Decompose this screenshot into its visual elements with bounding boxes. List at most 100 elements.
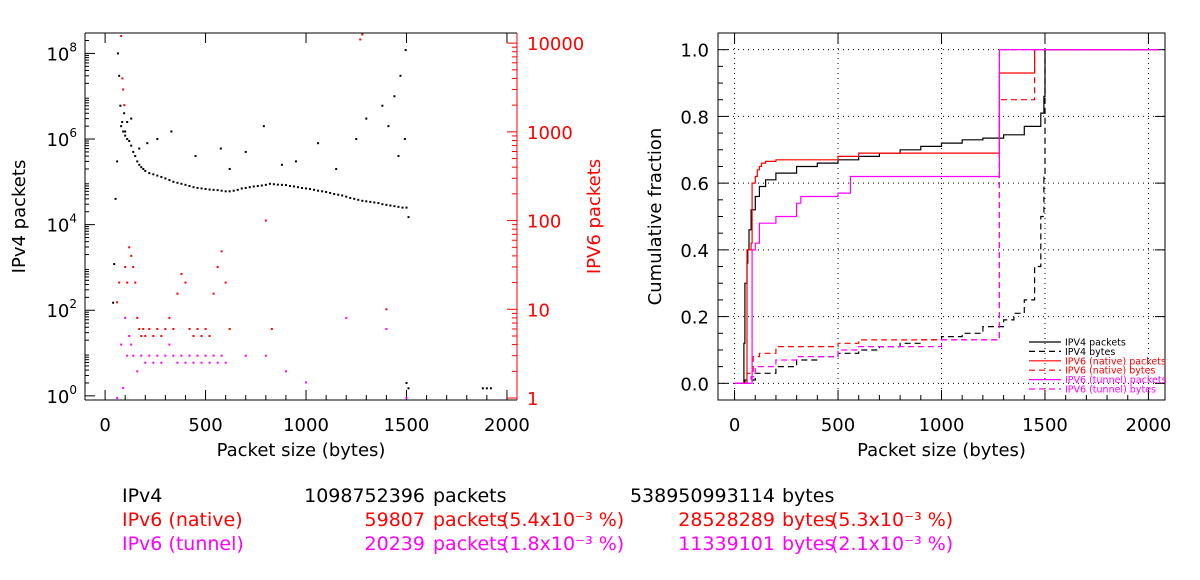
scatter-point-ipv4: [404, 49, 407, 52]
scatter-point-ipv4: [138, 147, 141, 150]
scatter-y-right-tick-label: 1000: [527, 123, 573, 144]
scatter-point-ipv6_tunnel: [264, 354, 267, 357]
scatter-point-ipv6_tunnel: [192, 361, 195, 364]
scatter-point-ipv4: [144, 169, 147, 172]
scatter-point-ipv6_tunnel: [152, 361, 155, 364]
scatter-point-ipv6_native: [148, 327, 151, 330]
scatter-point-ipv4: [355, 138, 358, 141]
scatter-point-ipv4: [407, 387, 410, 390]
scatter-point-ipv4: [124, 130, 127, 133]
scatter-point-ipv6_native: [220, 250, 223, 253]
scatter-point-ipv4: [292, 185, 295, 188]
scatter-point-ipv4: [405, 381, 408, 384]
scatter-point-ipv6_tunnel: [148, 354, 151, 357]
scatter-point-ipv6_native: [121, 77, 124, 80]
scatter-point-ipv4: [224, 190, 227, 193]
scatter-point-ipv6_native: [212, 292, 215, 295]
scatter-point-ipv6_tunnel: [284, 370, 287, 373]
cdf-y-tick-label: 1.0: [680, 41, 709, 62]
cdf-y-tick-label: 0.6: [680, 174, 709, 195]
cdf-legend-label: IPV6 (native) bytes: [1065, 366, 1155, 377]
scatter-point-ipv4: [373, 201, 376, 204]
scatter-point-ipv4: [341, 194, 344, 197]
scatter-point-ipv4: [256, 184, 259, 187]
scatter-point-ipv4: [280, 163, 283, 166]
scatter-point-ipv4: [407, 216, 410, 219]
scatter-point-ipv4: [301, 186, 304, 189]
cdf-x-tick-label: 1000: [919, 415, 965, 436]
scatter-x-tick-label: 1500: [384, 415, 430, 436]
scatter-point-ipv6_tunnel: [130, 343, 133, 346]
cdf-y-tick-label: 0.2: [680, 308, 709, 329]
scatter-y-left-tick-label: 106: [46, 126, 77, 151]
scatter-point-ipv4: [244, 150, 247, 153]
scatter-point-ipv6_native: [124, 265, 127, 268]
scatter-point-ipv4: [220, 189, 223, 192]
scatter-point-ipv6_tunnel: [204, 354, 207, 357]
scatter-point-ipv6_tunnel: [212, 354, 215, 357]
scatter-point-ipv6_native: [160, 335, 163, 338]
scatter-point-ipv4: [148, 172, 151, 175]
scatter-point-ipv4: [208, 188, 211, 191]
scatter-point-ipv6_tunnel: [244, 354, 247, 357]
scatter-point-ipv6_native: [361, 33, 364, 36]
scatter-point-ipv4: [156, 138, 159, 141]
scatter-point-ipv4: [485, 387, 488, 390]
cdf-x-tick-label: 500: [821, 415, 855, 436]
scatter-point-ipv4: [192, 186, 195, 189]
scatter-point-ipv6_native: [270, 327, 273, 330]
scatter-point-ipv4: [252, 185, 255, 188]
scatter-point-ipv6_native: [132, 265, 135, 268]
scatter-point-ipv6_tunnel: [156, 354, 159, 357]
scatter-point-ipv6_native: [138, 327, 141, 330]
scatter-y-right-tick-label: 10000: [527, 34, 584, 55]
scatter-point-ipv4: [317, 142, 320, 145]
scatter-point-ipv6_tunnel: [184, 361, 187, 364]
scatter-point-ipv6_tunnel: [345, 316, 348, 319]
scatter-point-ipv6_tunnel: [136, 370, 139, 373]
scatter-y-left-tick-label: 104: [46, 212, 77, 237]
scatter-point-ipv6_native: [156, 327, 159, 330]
scatter-point-ipv4: [264, 183, 267, 186]
scatter-point-ipv6_native: [126, 281, 129, 284]
scatter-point-ipv6_tunnel: [208, 361, 211, 364]
scatter-point-ipv4: [397, 205, 400, 208]
scatter-point-ipv4: [168, 179, 171, 182]
cdf-line-ipv6-tunnel-bytes: [734, 49, 1159, 384]
scatter-point-ipv4: [138, 163, 141, 166]
scatter-point-ipv4: [119, 104, 122, 107]
scatter-point-ipv4: [216, 189, 219, 192]
cdf-y-axis-title: Cumulative fraction: [645, 128, 666, 306]
scatter-point-ipv4: [136, 160, 139, 163]
scatter-point-ipv4: [122, 130, 125, 133]
scatter-point-ipv6_native: [140, 335, 143, 338]
scatter-point-ipv4: [349, 196, 352, 199]
scatter-y-left-axis-title: IPv4 packets: [9, 160, 30, 274]
scatter-point-ipv4: [313, 188, 316, 191]
scatter-point-ipv4: [489, 387, 492, 390]
scatter-y-right-tick-label: 100: [527, 212, 561, 233]
scatter-y-left-tick-label: 108: [46, 40, 77, 65]
packet-count-scatter-panel: 0 500 1000 1500 2000 Packet size (bytes) 100 10…: [9, 32, 605, 461]
scatter-point-ipv4: [196, 186, 199, 189]
cdf-x-tick-label: 1500: [1022, 415, 1068, 436]
scatter-point-ipv4: [244, 186, 247, 189]
scatter-point-ipv4: [377, 202, 380, 205]
scatter-point-ipv6_native: [122, 88, 125, 91]
scatter-point-ipv4: [146, 142, 149, 145]
scatter-point-ipv6_native: [123, 104, 126, 107]
scatter-point-ipv4: [335, 167, 338, 170]
scatter-point-ipv4: [387, 125, 390, 128]
scatter-point-ipv4: [305, 187, 308, 190]
scatter-point-ipv4: [393, 95, 396, 98]
scatter-point-ipv4: [118, 74, 121, 77]
cdf-x-axis-title: Packet size (bytes): [857, 440, 1026, 461]
scatter-point-ipv6_tunnel: [200, 361, 203, 364]
scatter-point-ipv4: [194, 155, 197, 158]
scatter-point-ipv4: [325, 190, 328, 193]
cdf-y-tick-label: 0.8: [680, 107, 709, 128]
scatter-point-ipv6_native: [144, 335, 147, 338]
scatter-point-ipv4: [248, 186, 251, 189]
scatter-point-ipv4: [130, 144, 133, 147]
scatter-point-ipv4: [116, 160, 119, 163]
